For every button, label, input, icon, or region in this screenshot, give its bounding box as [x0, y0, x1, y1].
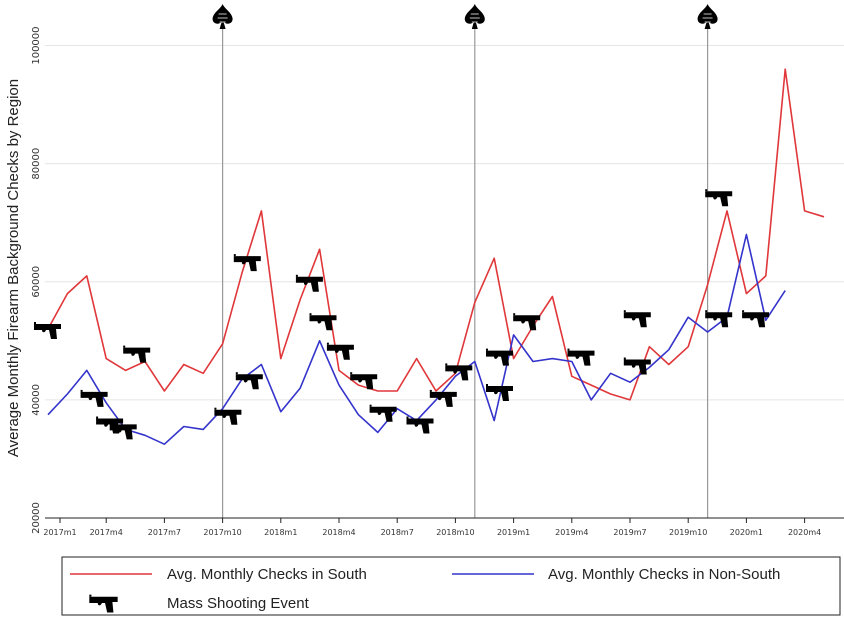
x-tick-label: 2017m10: [203, 528, 241, 537]
x-tick-label: 2019m1: [497, 528, 530, 537]
legend-label-event: Mass Shooting Event: [167, 595, 310, 612]
x-tick-label: 2019m4: [555, 528, 588, 537]
y-tick-label: 100000: [31, 26, 42, 64]
y-tick-label: 60000: [31, 266, 42, 298]
x-tick-label: 2017m4: [90, 528, 123, 537]
event-lines: [212, 3, 718, 518]
x-tick-label: 2017m7: [148, 528, 181, 537]
x-axis-ticks: 2017m1 2017m4 2017m7 2017m10 2018m1 2018m4 201…: [43, 518, 821, 537]
axes: 2017m1 2017m4 2017m7 2017m10 2018m1 2018m4 201…: [5, 26, 844, 537]
y-tick-label: 80000: [31, 148, 42, 180]
x-tick-label: 2019m10: [669, 528, 707, 537]
x-tick-label: 2019m7: [613, 528, 646, 537]
legend-box: [61, 556, 841, 616]
x-tick-label: 2020m1: [730, 528, 763, 537]
y-tick-label: 20000: [31, 502, 42, 534]
x-tick-label: 2018m1: [264, 528, 297, 537]
x-tick-label: 2018m4: [322, 528, 355, 537]
y-tick-label: 40000: [31, 384, 42, 416]
legend: Avg. Monthly Checks in South Avg. Monthl…: [61, 556, 841, 616]
x-tick-label: 2018m10: [436, 528, 474, 537]
legend-label-nonsouth: Avg. Monthly Checks in Non-South: [548, 566, 780, 583]
x-tick-label: 2018m7: [381, 528, 414, 537]
x-tick-label: 2020m4: [788, 528, 821, 537]
y-axis-title: Average Monthly Firearm Background Check…: [5, 79, 22, 457]
plot-background: [45, 10, 844, 518]
x-tick-label: 2017m1: [43, 528, 76, 537]
legend-label-south: Avg. Monthly Checks in South: [167, 566, 367, 583]
plot-area: [34, 3, 844, 519]
series-line-south: [47, 68, 825, 401]
y-axis-ticks: 20000 40000 60000 80000 100000: [31, 26, 42, 533]
